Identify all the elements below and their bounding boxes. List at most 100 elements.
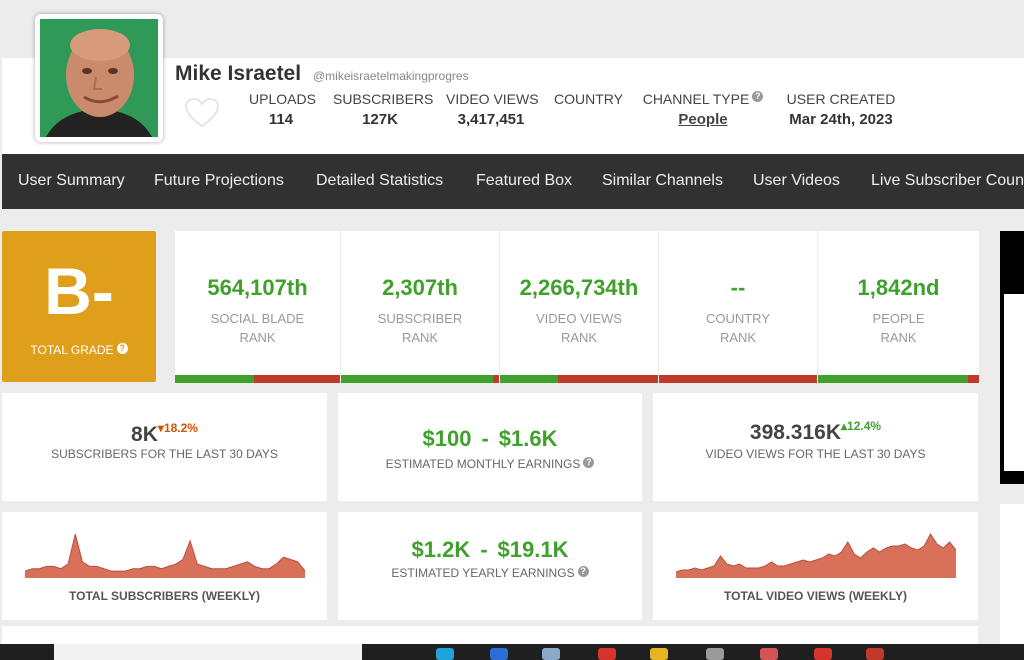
rank-bar-fill	[341, 375, 493, 383]
views-30-value: 398.316K	[749, 421, 841, 444]
taskbar-app-icon[interactable]	[542, 648, 560, 660]
card-main: $100- $1.6K	[338, 426, 642, 452]
help-icon[interactable]: ?	[752, 91, 764, 102]
taskbar	[0, 644, 1024, 660]
taskbar-app-icon[interactable]	[436, 648, 454, 660]
channel-name: Mike Israetel	[175, 62, 302, 85]
subscribers-weekly-chart	[24, 533, 306, 578]
channel-header	[2, 58, 1024, 154]
subs-30-label: SUBSCRIBERS FOR THE LAST 30 DAYS	[51, 447, 278, 461]
nav-featured-box[interactable]: Featured Box	[476, 172, 573, 189]
rank-label-line2: RANK	[880, 330, 917, 345]
yearly-sep: -	[480, 537, 488, 562]
yearly-high: $19.1K	[497, 537, 569, 562]
nav-detailed-statistics[interactable]: Detailed Statistics	[316, 172, 444, 189]
help-icon[interactable]: ?	[116, 343, 128, 354]
stat-video-views: VIDEO VIEWS 3,417,451	[446, 91, 539, 128]
rank-label-line2: RANK	[719, 330, 757, 345]
video-views-weekly-chart	[675, 533, 957, 578]
side-panel	[1000, 504, 1024, 660]
rank-label-line2: RANK	[560, 330, 598, 345]
yearly-label: ESTIMATED YEARLY EARNINGS	[391, 566, 575, 580]
help-icon[interactable]: ?	[583, 457, 595, 468]
chart-line	[24, 533, 306, 572]
rank-label-line1: PEOPLE	[872, 311, 925, 326]
taskbar-folder-icon[interactable]	[650, 648, 668, 660]
rank-label-line2: RANK	[239, 330, 276, 345]
chart-title: TOTAL VIDEO VIEWS (WEEKLY)	[724, 589, 907, 603]
help-icon[interactable]: ?	[577, 566, 589, 577]
chart-title: TOTAL SUBSCRIBERS (WEEKLY)	[69, 589, 260, 603]
rank-bar-fill	[175, 375, 255, 383]
views-30-label: VIDEO VIEWS FOR THE LAST 30 DAYS	[705, 447, 926, 461]
stat-label: USER CREATED	[786, 91, 896, 107]
card-main: 398.316K▴12.4%	[653, 419, 978, 445]
monthly-low: $100	[422, 426, 472, 451]
top-strip	[0, 0, 1024, 58]
yearly-low: $1.2K	[411, 537, 471, 562]
nav-user-videos[interactable]: User Videos	[753, 172, 840, 189]
taskbar-app-icon[interactable]	[866, 648, 884, 660]
stat-label-wrap: CHANNEL TYPE?	[640, 91, 766, 107]
delta-down: ▾18.2%	[157, 421, 198, 435]
nav-similar-channels[interactable]: Similar Channels	[602, 172, 723, 189]
chart-area	[25, 534, 305, 578]
nav-bar: User Summary Future Projections Detailed…	[2, 154, 1024, 209]
taskbar-app-icon[interactable]	[598, 648, 616, 660]
rank-value: 2,307th	[382, 275, 458, 300]
taskbar-app-icon[interactable]	[814, 648, 832, 660]
delta-value: 18.2%	[163, 421, 198, 435]
stat-channel-type: CHANNEL TYPE? People	[640, 91, 766, 128]
stat-label: CHANNEL TYPE	[642, 91, 750, 107]
divider	[499, 231, 500, 375]
taskbar-search[interactable]	[54, 644, 362, 660]
divider	[817, 231, 818, 375]
rank-value: 564,107th	[207, 275, 308, 300]
stat-label: SUBSCRIBERS	[333, 91, 434, 107]
total-grade-box: B- TOTAL GRADE?	[2, 231, 156, 382]
nav-user-summary[interactable]: User Summary	[18, 172, 125, 189]
monthly-earnings-card: $100- $1.6K ESTIMATED MONTHLY EARNINGS?	[338, 393, 642, 501]
side-ad-content	[1004, 294, 1024, 471]
grade-letter: B-	[44, 254, 114, 328]
rank-value: --	[730, 275, 746, 300]
favorite-heart-icon[interactable]	[184, 97, 220, 128]
divider	[658, 231, 659, 375]
rank-label: SOCIAL BLADE RANK	[175, 309, 340, 347]
rank-label: VIDEO VIEWS RANK	[500, 309, 658, 347]
monthly-label-wrap: ESTIMATED MONTHLY EARNINGS?	[338, 457, 642, 471]
taskbar-app-icon[interactable]	[760, 648, 778, 660]
rank-video-views: 2,266,734th VIDEO VIEWS RANK	[500, 231, 658, 383]
taskbar-app-icon[interactable]	[706, 648, 724, 660]
yearly-earnings-card: $1.2K - $19.1K ESTIMATED YEARLY EARNINGS?	[338, 512, 642, 620]
stat-label: COUNTRY	[554, 91, 623, 107]
delta-value: 12.4%	[847, 419, 882, 433]
divider	[340, 231, 341, 375]
chart-line	[675, 533, 957, 573]
rank-label-line1: SOCIAL BLADE	[210, 311, 305, 326]
card-main: $1.2K - $19.1K	[338, 537, 642, 563]
yearly-label-wrap: ESTIMATED YEARLY EARNINGS?	[338, 566, 642, 580]
rank-value: 2,266,734th	[519, 275, 639, 300]
rank-country: -- COUNTRY RANK	[659, 231, 817, 383]
channel-handle: @mikeisraetelmakingprogres	[313, 69, 469, 83]
rank-bar	[818, 375, 979, 383]
subs-30-value: 8K	[131, 423, 158, 446]
rank-bar-fill	[818, 375, 968, 383]
nav-future-projections[interactable]: Future Projections	[154, 172, 284, 189]
monthly-high: $1.6K	[498, 426, 558, 451]
stat-label: UPLOADS	[249, 91, 316, 107]
avatar[interactable]	[35, 14, 163, 142]
rank-people: 1,842nd PEOPLE RANK	[818, 231, 979, 383]
avatar-image	[40, 19, 158, 137]
nav-live-subscriber-count[interactable]: Live Subscriber Count	[871, 172, 1024, 189]
rank-bar	[659, 375, 817, 383]
grade-label: TOTAL GRADE	[30, 343, 114, 357]
taskbar-app-icon[interactable]	[490, 648, 508, 660]
rank-label-line1: VIDEO VIEWS	[536, 311, 622, 326]
views-30-days-card: 398.316K▴12.4% VIDEO VIEWS FOR THE LAST …	[653, 393, 978, 501]
rank-panel: 564,107th SOCIAL BLADE RANK 2,307th SUBSC…	[175, 231, 979, 383]
stat-uploads: UPLOADS 114	[249, 91, 316, 128]
channel-type-link[interactable]: People	[678, 111, 728, 128]
side-ad-panel	[1000, 231, 1024, 484]
